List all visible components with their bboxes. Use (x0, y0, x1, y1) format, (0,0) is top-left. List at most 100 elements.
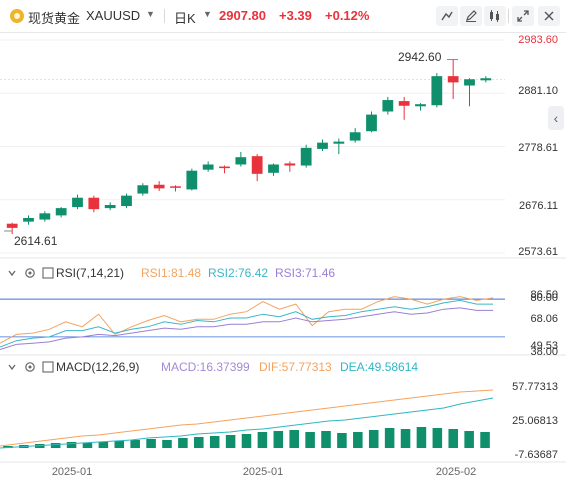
rsi-series-line (0, 307, 493, 350)
macd-histogram-bar (82, 443, 93, 448)
rsi2-legend: RSI2:76.42 (208, 266, 269, 280)
x-tick-label: 2025-01 (242, 466, 284, 478)
candle-body (398, 101, 410, 106)
y-tick-label: 2881.10 (518, 85, 558, 97)
y-tick-label: 2573.61 (518, 246, 558, 258)
macd-histogram-bar (257, 432, 268, 448)
y-tick-label: 49.53 (530, 340, 558, 352)
symbol-dropdown-icon[interactable]: ▼ (146, 9, 155, 19)
macd-histogram-bar (368, 430, 379, 448)
compare-icon[interactable] (484, 6, 506, 26)
candle-body (366, 114, 377, 132)
candle-body (333, 141, 345, 144)
rsi-series-line (0, 299, 493, 348)
macd-histogram-bar (98, 442, 109, 448)
x-tick-label: 2025-01 (51, 466, 93, 478)
macd-histogram-bar (225, 435, 236, 448)
current-price: 2907.80 (219, 8, 266, 23)
rsi3-legend: RSI3:71.46 (275, 266, 336, 280)
macd-histogram-bar (353, 432, 363, 448)
candle-body (104, 205, 116, 209)
candle-body (382, 100, 394, 112)
y-tick-label: 57.77313 (512, 381, 558, 393)
candle-body (447, 76, 459, 83)
candle-body (39, 213, 51, 220)
macd-histogram-bar (464, 431, 474, 448)
edit-pen-icon[interactable] (460, 6, 482, 26)
macd-histogram-bar (432, 428, 443, 448)
macd-histogram-bar (66, 442, 77, 448)
candle-body (464, 79, 475, 86)
price-change-percent: +0.12% (325, 8, 370, 23)
settings-icon[interactable] (24, 361, 36, 373)
dea-line (0, 397, 494, 449)
candle-body (431, 76, 443, 106)
low-price-label: 2614.61 (14, 234, 58, 248)
macd-histogram-bar (209, 436, 220, 448)
collapse-icon[interactable] (6, 267, 18, 279)
macd-histogram-bar (194, 437, 204, 448)
rsi-series-line (0, 296, 494, 344)
collapse-icon[interactable] (6, 361, 18, 373)
instrument-symbol[interactable]: XAUUSD (86, 8, 141, 23)
divider (508, 9, 509, 23)
dea-legend: DEA:49.58614 (340, 360, 419, 374)
checkbox-icon[interactable] (42, 267, 54, 279)
instrument-name[interactable]: 现货黄金 (28, 11, 81, 26)
macd-histogram-bar (146, 439, 156, 448)
macd-histogram-bar (241, 434, 252, 448)
candle-body (284, 163, 296, 166)
macd-histogram-bar (178, 438, 188, 448)
y-tick-label: 25.06813 (512, 415, 558, 427)
draw-line-icon[interactable] (436, 6, 458, 26)
dif-line (0, 389, 494, 447)
macd-title: MACD(12,26,9) (56, 360, 140, 374)
macd-histogram-bar (416, 427, 427, 448)
macd-histogram-bar (273, 431, 284, 448)
candle-body (219, 166, 230, 169)
macd-histogram-bar (384, 428, 395, 448)
macd-histogram-bar (50, 443, 61, 448)
candle-body (317, 142, 328, 149)
high-price-label: 2942.60 (398, 50, 442, 64)
rsi-header: RSI(7,14,21) RSI1:81.48 RSI2:76.42 RSI3:… (0, 263, 566, 283)
macd-histogram-bar (289, 430, 299, 448)
macd-histogram-bar (400, 429, 411, 448)
macd-histogram-bar (337, 433, 347, 448)
rsi-title: RSI(7,14,21) (56, 266, 125, 280)
candle-body (300, 147, 312, 166)
macd-histogram-bar (114, 441, 125, 448)
candle-body (268, 164, 279, 173)
rsi1-legend: RSI1:81.48 (141, 266, 202, 280)
candle-body (23, 217, 34, 222)
divider (164, 9, 165, 23)
candle-body (6, 223, 18, 228)
candle-body (153, 184, 165, 189)
y-tick-label: 2676.11 (519, 200, 558, 212)
candle-body (72, 197, 83, 208)
macd-header: MACD(12,26,9) MACD:16.37399 DIF:57.77313… (0, 357, 566, 377)
close-icon[interactable] (538, 6, 560, 26)
candle-body (137, 185, 149, 194)
candle-body (186, 170, 198, 190)
gold-coin-icon (10, 9, 24, 23)
period-dropdown-icon[interactable]: ▼ (203, 9, 212, 19)
macd-histogram-bar (3, 446, 13, 448)
candle-body (202, 164, 214, 170)
y-tick-label: 80.00 (530, 292, 558, 304)
y-tick-label: 2778.61 (518, 142, 558, 154)
candle-body (251, 156, 263, 174)
y-tick-label: 68.06 (530, 313, 558, 325)
period-selector[interactable]: 日K (174, 11, 196, 26)
x-tick-label: 2025-02 (435, 466, 477, 478)
candle-body (349, 132, 361, 141)
fullscreen-icon[interactable] (512, 6, 534, 26)
macd-histogram-bar (305, 432, 315, 448)
scroll-left-handle[interactable]: ‹ (548, 106, 564, 130)
y-tick-label: 86.50 (530, 289, 558, 301)
checkbox-icon[interactable] (42, 361, 54, 373)
settings-icon[interactable] (24, 267, 36, 279)
macd-histogram-bar (448, 429, 459, 448)
